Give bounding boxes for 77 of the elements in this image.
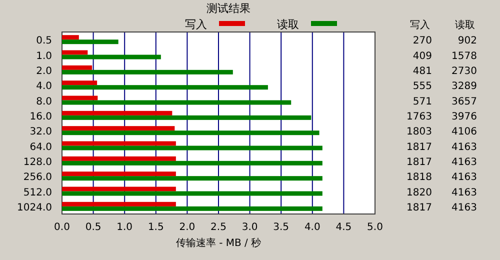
x-tick-label: 1.0: [116, 222, 133, 233]
bar: [62, 206, 322, 211]
text: 4163: [452, 202, 477, 214]
bar: [62, 146, 322, 150]
text: 1817: [406, 156, 432, 168]
text: 3289: [452, 81, 477, 92]
x-tick-label: 0.5: [85, 222, 102, 233]
y-tick-label: 4.0: [36, 81, 52, 92]
bar: [62, 40, 118, 44]
y-tick-label: 32.0: [30, 126, 52, 138]
text: 4163: [452, 156, 477, 168]
bar: [62, 172, 176, 176]
bar: [62, 100, 292, 105]
y-tick-label: 256.0: [23, 172, 52, 184]
y-tick-label: 16.0: [30, 111, 52, 122]
text: 2730: [452, 66, 477, 77]
x-tick-label: 2.5: [210, 222, 226, 233]
text: 409: [412, 50, 432, 62]
text: 4163: [452, 142, 477, 153]
text: 555: [412, 81, 432, 92]
text: 902: [458, 36, 477, 47]
x-tick-label: 4.0: [304, 222, 320, 233]
x-tick-label: 3.5: [273, 222, 290, 233]
x-tick-label: 1.5: [148, 222, 164, 233]
bar: [62, 85, 268, 90]
bar: [62, 65, 92, 70]
bar: [62, 156, 176, 161]
text: 3976: [452, 111, 477, 122]
y-tick-label: 1024.0: [17, 202, 52, 214]
y-tick-label: 1.0: [36, 50, 52, 62]
text: 1818: [406, 172, 432, 184]
text: 1817: [406, 202, 432, 214]
text: 4163: [452, 172, 477, 184]
x-axis-title: 传输速率 - MB / 秒: [176, 237, 262, 249]
text: 读取: [455, 20, 475, 31]
bar: [62, 80, 98, 86]
text: 1803: [406, 126, 432, 138]
y-tick-label: 512.0: [23, 187, 52, 198]
bar: [62, 191, 322, 196]
legend-label: 读取: [277, 18, 299, 31]
bar: [62, 202, 176, 206]
y-tick-label: 0.5: [36, 36, 52, 47]
bar: [62, 176, 322, 181]
bar: [62, 160, 322, 166]
y-tick-label: 64.0: [30, 142, 52, 153]
bar: [62, 35, 79, 40]
x-tick-label: 3.0: [242, 222, 258, 233]
bar: [62, 115, 312, 120]
text: 1763: [406, 111, 432, 122]
x-tick-label: 5.0: [367, 222, 383, 233]
text: 571: [412, 96, 432, 108]
bar: [62, 110, 172, 116]
text: 1578: [452, 50, 477, 62]
y-tick-label: 2.0: [36, 66, 52, 77]
chart-title: 测试结果: [206, 2, 250, 15]
text: 481: [412, 66, 432, 77]
text: 1817: [406, 142, 432, 153]
text: 1820: [406, 187, 432, 198]
legend-label: 写入: [185, 18, 207, 31]
bar: [62, 141, 176, 146]
y-tick-label: 128.0: [23, 156, 52, 168]
text: 3657: [452, 96, 477, 108]
text: 4106: [452, 126, 477, 138]
x-tick-label: 2.0: [179, 222, 196, 233]
bar: [62, 126, 175, 131]
bar: [62, 186, 176, 192]
text: 270: [412, 36, 432, 47]
bar: [62, 130, 320, 136]
bar: [62, 54, 161, 60]
x-tick-label: 0.0: [54, 222, 70, 233]
bar: [62, 70, 233, 74]
text: 4163: [452, 187, 477, 198]
x-tick-label: 4.5: [336, 222, 352, 233]
bar: [62, 50, 88, 55]
bar: [62, 96, 98, 100]
y-tick-label: 8.0: [36, 96, 52, 108]
text: 写入: [410, 20, 430, 31]
